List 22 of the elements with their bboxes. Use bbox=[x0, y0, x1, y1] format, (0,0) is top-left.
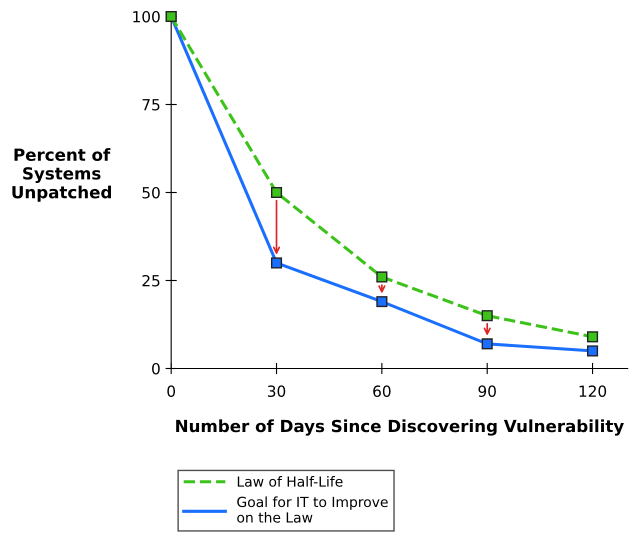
y-tick-label: 0 bbox=[152, 362, 160, 375]
legend-label: Law of Half-Life bbox=[238, 476, 343, 487]
y-tick-label: 100 bbox=[133, 10, 160, 23]
y-tick-label: 50 bbox=[142, 186, 160, 199]
x-tick-label: 0 bbox=[167, 385, 176, 397]
point bbox=[376, 296, 388, 308]
x-tick-label: 90 bbox=[478, 385, 496, 397]
x-tick-label: 30 bbox=[268, 385, 286, 397]
x-tick-label: 120 bbox=[580, 385, 606, 397]
y-tick-label: 75 bbox=[142, 99, 160, 111]
y-tick-label: 25 bbox=[142, 274, 160, 287]
point bbox=[376, 271, 388, 283]
x-axis-title: Number of Days Since Discovering Vulnerability bbox=[176, 419, 624, 436]
legend-label: Goal for IT to Improve on the Law bbox=[237, 496, 388, 523]
point bbox=[586, 331, 598, 342]
x-tick-label: 60 bbox=[373, 385, 391, 397]
y-axis-title: Percent of Systems Unpatched bbox=[12, 148, 111, 202]
point bbox=[270, 186, 282, 198]
point bbox=[482, 310, 493, 322]
point bbox=[270, 257, 282, 268]
point bbox=[586, 345, 598, 356]
point bbox=[482, 338, 493, 350]
